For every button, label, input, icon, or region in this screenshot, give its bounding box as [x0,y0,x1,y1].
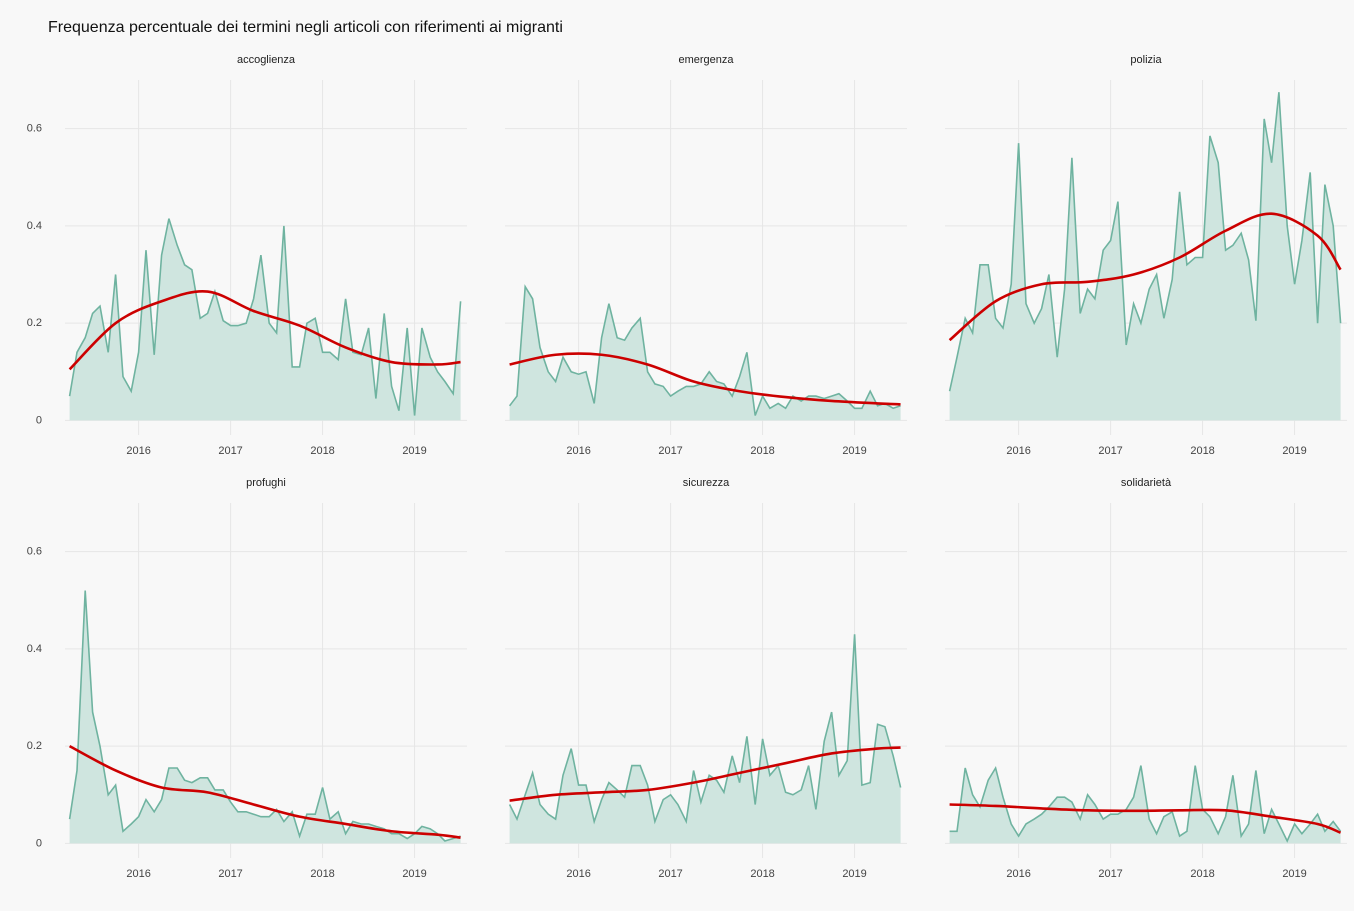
y-tick-label: 0.6 [27,123,42,135]
facet-title: emergenza [678,54,734,66]
facet-title: sicurezza [683,477,730,489]
series-line [948,92,1342,392]
x-tick-label: 2018 [1190,868,1214,880]
x-tick-label: 2019 [402,445,426,457]
x-tick-label: 2018 [1190,445,1214,457]
facet-title: polizia [1130,54,1162,66]
x-tick-label: 2018 [310,445,334,457]
area [949,765,1341,844]
facet-title: accoglienza [237,54,296,66]
area [69,218,461,421]
x-tick-label: 2017 [218,868,242,880]
x-tick-label: 2017 [658,445,682,457]
x-tick-label: 2019 [1282,445,1306,457]
x-tick-label: 2019 [1282,868,1306,880]
y-tick-label: 0.4 [27,643,42,655]
series-line [68,590,461,842]
trend-line [509,746,901,802]
y-tick-label: 0 [36,414,42,426]
x-tick-label: 2016 [1006,868,1030,880]
x-tick-label: 2017 [218,445,242,457]
y-tick-label: 0 [36,837,42,849]
trend-line [509,352,901,406]
trend-line [68,289,461,371]
facet-title: solidarietà [1121,477,1172,489]
x-tick-label: 2016 [1006,445,1030,457]
series-line [508,284,901,416]
x-tick-label: 2016 [126,445,150,457]
area [949,92,1341,421]
x-tick-label: 2016 [126,868,150,880]
x-tick-label: 2017 [658,868,682,880]
x-tick-label: 2016 [566,445,590,457]
series-line [68,218,462,416]
trend-line [948,212,1342,342]
x-tick-label: 2019 [842,868,866,880]
x-tick-label: 2017 [1098,868,1122,880]
area [509,286,901,421]
x-tick-label: 2019 [842,445,866,457]
x-tick-label: 2018 [750,868,774,880]
area [69,590,461,844]
x-tick-label: 2018 [750,445,774,457]
trend-line [949,803,1342,834]
series-line [508,634,902,825]
x-tick-label: 2019 [402,868,426,880]
x-tick-label: 2016 [566,868,590,880]
area [509,634,901,844]
x-tick-label: 2018 [310,868,334,880]
y-tick-label: 0.4 [27,220,42,232]
facet-title: profughi [246,477,286,489]
chart-title: Frequenza percentuale dei termini negli … [48,19,563,36]
y-tick-label: 0.6 [27,546,42,558]
x-tick-label: 2017 [1098,445,1122,457]
y-tick-label: 0.2 [27,740,42,752]
y-tick-label: 0.2 [27,317,42,329]
trend-line [68,745,461,839]
